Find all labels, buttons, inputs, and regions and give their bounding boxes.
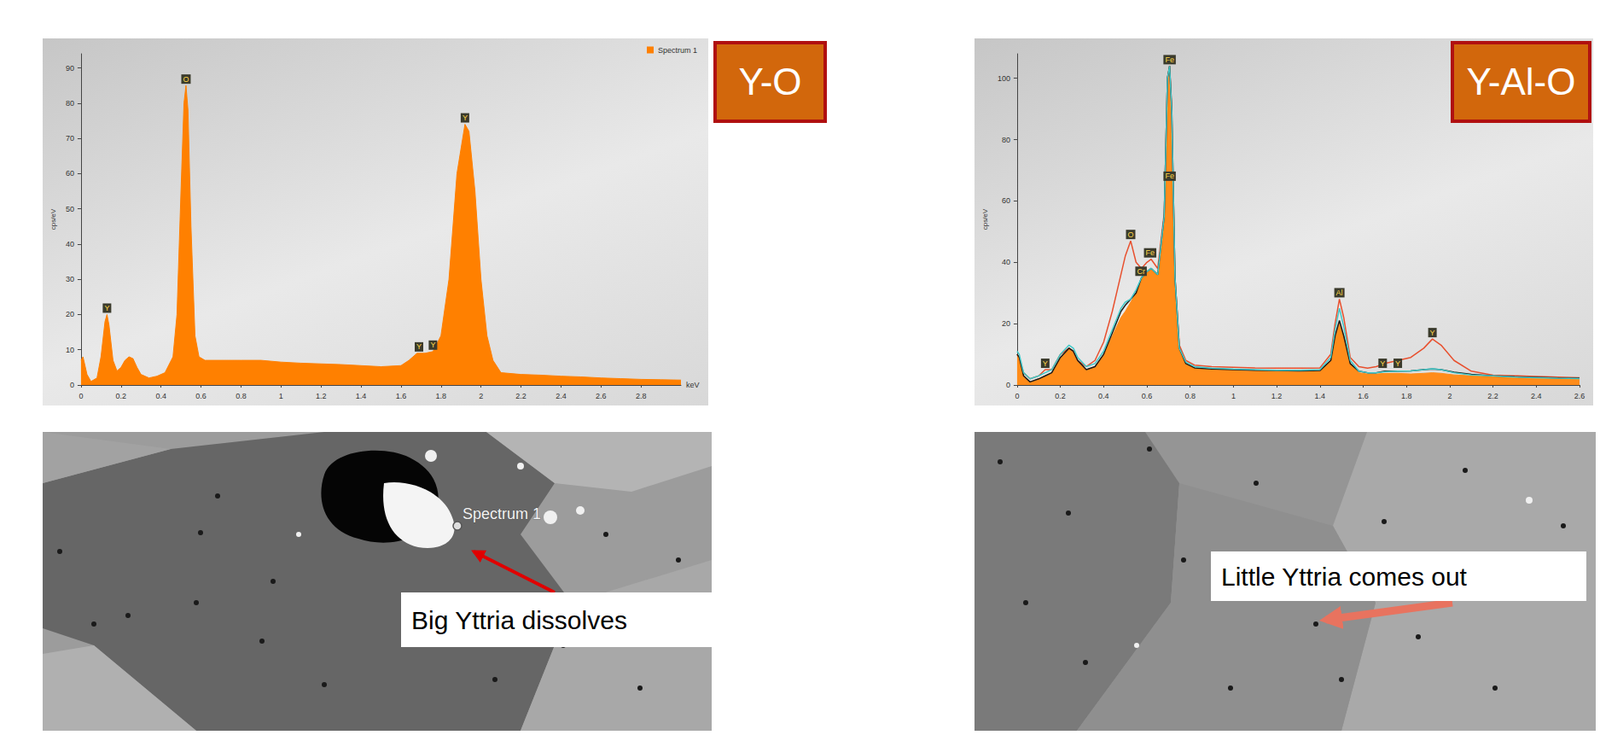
svg-text:Spectrum 1: Spectrum 1 — [657, 46, 698, 55]
svg-text:80: 80 — [1001, 135, 1011, 145]
svg-text:1.2: 1.2 — [1271, 391, 1283, 401]
svg-text:Y: Y — [1379, 359, 1385, 368]
svg-text:0.2: 0.2 — [1054, 391, 1066, 401]
svg-text:Y: Y — [430, 340, 436, 350]
svg-text:10: 10 — [65, 345, 75, 355]
svg-text:2.2: 2.2 — [1487, 391, 1499, 401]
svg-text:Big Yttria dissolves: Big Yttria dissolves — [411, 605, 628, 635]
svg-text:keV: keV — [686, 380, 700, 390]
svg-text:Little Yttria comes out: Little Yttria comes out — [1221, 562, 1468, 591]
svg-text:0.4: 0.4 — [1098, 391, 1110, 401]
svg-text:0.6: 0.6 — [195, 391, 207, 401]
svg-text:40: 40 — [1001, 257, 1011, 267]
svg-text:Al: Al — [1336, 288, 1344, 297]
svg-text:0.8: 0.8 — [235, 391, 247, 401]
html-text:Y-Al-O: Y-Al-O — [1466, 60, 1576, 103]
svg-text:2.2: 2.2 — [515, 391, 527, 401]
svg-text:90: 90 — [65, 64, 75, 73]
html-text:Y-O: Y-O — [738, 60, 802, 103]
svg-text:20: 20 — [65, 309, 75, 319]
svg-text:30: 30 — [65, 274, 75, 284]
svg-text:1: 1 — [279, 391, 284, 401]
svg-text:0: 0 — [69, 380, 75, 390]
svg-text:1.8: 1.8 — [1401, 391, 1413, 401]
svg-text:cps/eV: cps/eV — [49, 208, 58, 230]
svg-text:Y: Y — [416, 342, 422, 351]
svg-text:0.8: 0.8 — [1184, 391, 1196, 401]
svg-text:0: 0 — [78, 391, 83, 401]
svg-text:60: 60 — [1001, 196, 1011, 205]
svg-text:Spectrum 1: Spectrum 1 — [462, 505, 542, 523]
svg-text:Cr: Cr — [1136, 267, 1146, 276]
svg-text:0.4: 0.4 — [155, 391, 167, 401]
svg-text:Y: Y — [1042, 359, 1048, 368]
svg-text:1.4: 1.4 — [1314, 391, 1327, 401]
svg-text:Fe: Fe — [1146, 248, 1156, 257]
svg-text:0: 0 — [1014, 391, 1019, 401]
svg-text:2: 2 — [478, 391, 483, 401]
svg-text:100: 100 — [997, 74, 1011, 83]
svg-text:2.6: 2.6 — [1574, 391, 1586, 401]
svg-text:70: 70 — [65, 133, 75, 143]
svg-text:2.6: 2.6 — [595, 391, 607, 401]
svg-text:1.2: 1.2 — [315, 391, 327, 401]
svg-text:1: 1 — [1231, 391, 1236, 401]
svg-text:80: 80 — [65, 98, 75, 108]
svg-text:0.2: 0.2 — [116, 391, 128, 401]
svg-text:1.6: 1.6 — [395, 391, 408, 401]
svg-text:cps/eV: cps/eV — [981, 208, 990, 230]
svg-text:Fe: Fe — [1164, 55, 1175, 64]
svg-text:Y: Y — [1395, 359, 1401, 368]
svg-text:2.4: 2.4 — [1530, 391, 1542, 401]
svg-text:O: O — [182, 75, 189, 84]
svg-text:20: 20 — [1001, 319, 1011, 328]
svg-text:1.8: 1.8 — [436, 391, 448, 401]
svg-text:1.4: 1.4 — [355, 391, 367, 401]
svg-text:Fe: Fe — [1164, 171, 1175, 181]
svg-text:Y: Y — [462, 113, 468, 123]
svg-text:2.4: 2.4 — [555, 391, 567, 401]
svg-text:40: 40 — [65, 239, 75, 249]
svg-text:O: O — [1127, 230, 1134, 239]
svg-text:0: 0 — [1006, 380, 1011, 390]
svg-text:1.6: 1.6 — [1357, 391, 1369, 401]
svg-text:0.6: 0.6 — [1141, 391, 1153, 401]
svg-text:Y: Y — [1430, 328, 1436, 338]
svg-text:2.8: 2.8 — [635, 391, 647, 401]
svg-text:Y: Y — [104, 303, 110, 313]
svg-text:50: 50 — [65, 204, 75, 214]
svg-text:2: 2 — [1447, 391, 1452, 401]
svg-text:60: 60 — [65, 168, 75, 178]
